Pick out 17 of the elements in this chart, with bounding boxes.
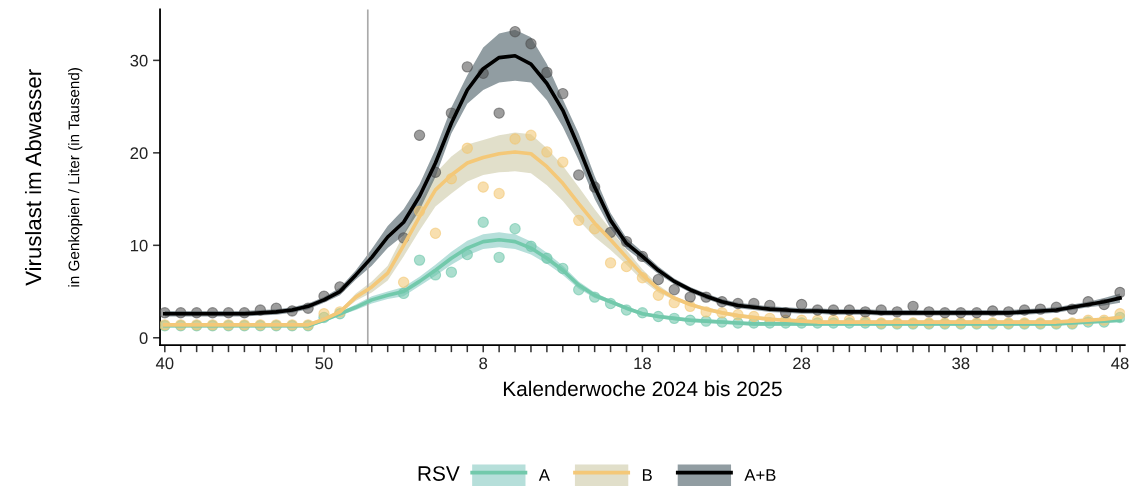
y-tick-label: 20 xyxy=(130,147,148,160)
y-tick-label: 0 xyxy=(139,332,148,344)
x-tick-label: 28 xyxy=(793,357,811,370)
x-tick-label: 50 xyxy=(315,357,333,370)
x-axis-title: Kalenderwoche 2024 bis 2025 xyxy=(503,380,782,397)
legend-title: RSV xyxy=(418,466,460,481)
legend-label: A+B xyxy=(744,469,776,481)
x-tick-label: 8 xyxy=(479,357,488,370)
legend-label: A xyxy=(538,469,550,481)
y-tick-label: 30 xyxy=(130,54,148,67)
y-tick-label: 10 xyxy=(130,239,148,252)
x-tick-label: 40 xyxy=(155,357,174,370)
x-tick-label: 38 xyxy=(952,357,970,370)
x-tick-label: 48 xyxy=(1111,357,1129,370)
x-tick-label: 18 xyxy=(634,357,651,370)
text: Viruslast im Abwasser in Genkopien / Liter (in Tausend) xyxy=(24,68,83,287)
legend-label: B xyxy=(642,469,652,481)
